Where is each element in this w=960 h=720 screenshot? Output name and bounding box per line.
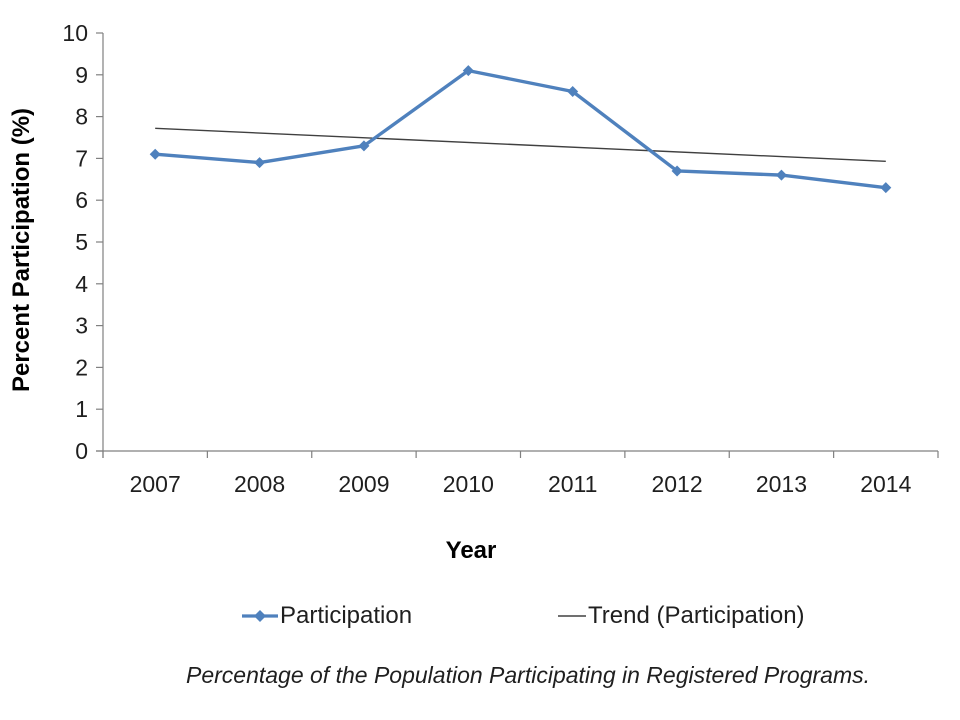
svg-text:2014: 2014 xyxy=(860,471,911,497)
svg-text:2007: 2007 xyxy=(130,471,181,497)
svg-text:2012: 2012 xyxy=(651,471,702,497)
svg-text:8: 8 xyxy=(75,104,88,130)
svg-text:7: 7 xyxy=(75,145,88,171)
svg-text:2013: 2013 xyxy=(756,471,807,497)
svg-text:2009: 2009 xyxy=(338,471,389,497)
svg-text:10: 10 xyxy=(62,20,88,46)
svg-text:3: 3 xyxy=(75,313,88,339)
legend-label-trend: Trend (Participation) xyxy=(588,602,805,629)
participation-line-marker-icon xyxy=(242,610,278,622)
svg-text:1: 1 xyxy=(75,396,88,422)
svg-text:4: 4 xyxy=(75,271,88,297)
svg-text:2010: 2010 xyxy=(443,471,494,497)
svg-text:2: 2 xyxy=(75,354,88,380)
svg-text:9: 9 xyxy=(75,62,88,88)
legend: Participation Trend (Participation) xyxy=(0,600,960,634)
svg-text:2008: 2008 xyxy=(234,471,285,497)
svg-text:0: 0 xyxy=(75,438,88,464)
svg-text:2011: 2011 xyxy=(548,471,597,497)
legend-item-participation: Participation xyxy=(242,600,412,632)
y-axis-title: Percent Participation (%) xyxy=(8,107,35,393)
x-axis-title: Year xyxy=(445,537,497,564)
plot-area: 0 1 2 3 4 5 6 7 8 9 10 2007 2008 2009 2010 2011 2012 2013… xyxy=(62,20,939,497)
svg-text:6: 6 xyxy=(75,187,88,213)
svg-text:5: 5 xyxy=(75,229,88,255)
legend-item-trend: Trend (Participation) xyxy=(558,600,805,632)
legend-label-participation: Participation xyxy=(280,602,413,629)
figure-caption: Percentage of the Population Participati… xyxy=(185,662,870,688)
trend-line-icon xyxy=(558,615,586,617)
